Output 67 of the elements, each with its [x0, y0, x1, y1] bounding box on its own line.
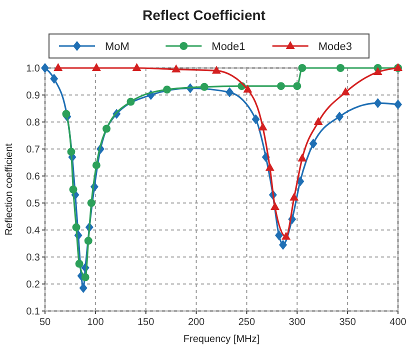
x-tick-label: 300: [288, 317, 306, 328]
legend-label: Mode1: [212, 41, 246, 53]
point: [341, 87, 350, 96]
point: [92, 63, 101, 71]
point: [126, 98, 135, 106]
point: [81, 273, 90, 282]
point: [274, 230, 283, 240]
y-tick-label: 0.8: [26, 118, 40, 128]
point: [69, 186, 78, 194]
point: [41, 63, 49, 73]
x-tick-label: 400: [390, 317, 407, 328]
point: [282, 232, 291, 240]
point: [212, 66, 221, 74]
point: [243, 84, 252, 93]
point: [293, 82, 302, 90]
y-tick-label: 1.0: [26, 64, 40, 74]
point: [309, 138, 318, 149]
point: [394, 99, 402, 110]
x-axis-title: Frequency [MHz]: [183, 334, 260, 345]
point: [163, 86, 172, 94]
x-tick-label: 250: [238, 317, 256, 328]
point: [314, 117, 323, 125]
point: [270, 202, 280, 210]
point: [79, 283, 88, 294]
point: [290, 192, 299, 201]
point: [373, 67, 382, 76]
chart-title: Reflect Coefficient: [142, 7, 266, 23]
point: [75, 260, 84, 268]
point: [298, 64, 306, 72]
x-tick-label: 200: [188, 317, 206, 328]
x-tick-label: 350: [339, 317, 356, 328]
legend-label: Mode3: [318, 41, 352, 53]
point: [226, 87, 234, 98]
point: [258, 122, 268, 130]
point: [50, 74, 58, 84]
point: [87, 199, 96, 207]
point: [92, 161, 100, 170]
point: [374, 98, 382, 108]
point: [277, 82, 286, 90]
legend-label: MoM: [105, 41, 130, 53]
x-tick-label: 150: [138, 317, 155, 328]
point: [67, 148, 76, 156]
x-tick-label: 50: [39, 317, 51, 328]
point: [252, 114, 260, 124]
y-axis-title: Reflection coefficient: [4, 143, 15, 236]
point: [54, 63, 63, 71]
y-tick-label: 0.9: [26, 90, 40, 102]
point: [132, 63, 142, 71]
point: [336, 64, 345, 72]
point: [102, 124, 111, 133]
y-tick-label: 0.2: [26, 280, 40, 290]
point: [279, 240, 288, 250]
point: [265, 162, 274, 171]
point: [84, 236, 92, 245]
y-tick-label: 0.1: [26, 306, 40, 318]
point: [62, 110, 70, 118]
y-tick-label: 0.5: [26, 198, 40, 210]
point: [298, 153, 307, 162]
y-tick-label: 0.6: [26, 172, 40, 182]
y-tick-label: 0.4: [26, 226, 40, 236]
point: [72, 223, 80, 232]
y-tick-label: 0.7: [26, 144, 40, 156]
point: [172, 64, 181, 72]
point: [336, 112, 344, 122]
y-tick-label: 0.3: [26, 252, 40, 264]
point: [200, 82, 208, 91]
x-tick-label: 100: [87, 317, 104, 328]
